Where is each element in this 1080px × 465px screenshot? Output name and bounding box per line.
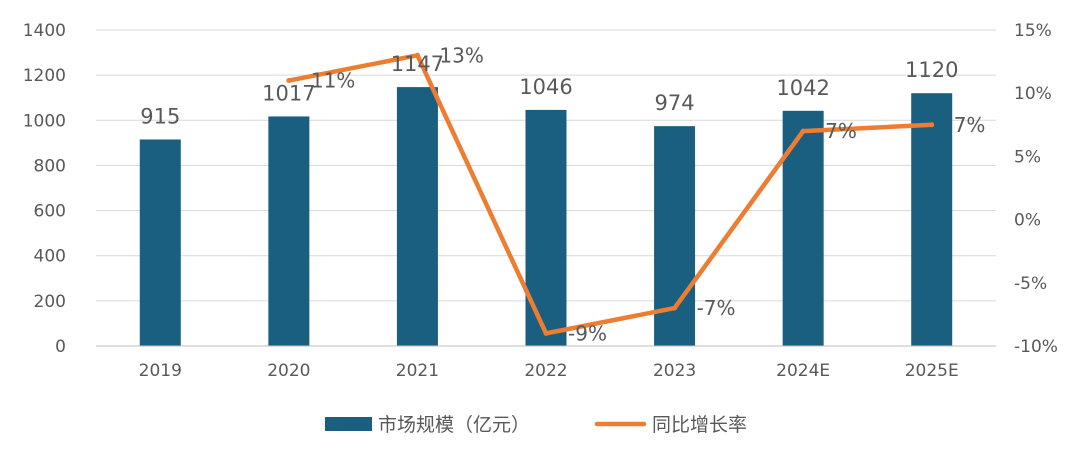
x-tick-label: 2020 (267, 361, 310, 381)
y-right-tick-label: 10% (1014, 84, 1052, 104)
data-labels: 915 1017 1147 1046 974 1042 1120 11% 13% -9% -7% 7%… (140, 43, 985, 345)
y-left-tick-label: 600 (34, 202, 66, 222)
line-series (286, 52, 935, 336)
y-left-tick-label: 200 (34, 292, 66, 312)
line-data-label: 13% (439, 43, 483, 67)
bar-data-label: 1120 (905, 58, 958, 82)
axes: 0 200 400 600 800 1000 1200 1400 -10% -5% 0% 5% 10% 1… (23, 21, 1058, 381)
legend-swatch-bar (325, 417, 372, 431)
line-data-label: 7% (954, 113, 986, 137)
y-right-tick-label: -10% (1014, 337, 1058, 357)
bar (525, 109, 567, 346)
y-left-tick-label: 1000 (23, 111, 66, 131)
line-point (800, 128, 806, 134)
bar-data-label: 1147 (391, 52, 444, 76)
y-right-tick-label: 5% (1014, 147, 1041, 167)
legend: 市场规模（亿元） 同比增长率 (325, 414, 747, 436)
x-tick-label: 2024E (776, 361, 830, 381)
line-data-label: 7% (825, 119, 857, 143)
y-left-tick-label: 800 (34, 156, 66, 176)
bar-series (139, 87, 953, 346)
x-tick-label: 2023 (653, 361, 696, 381)
legend-label-bar: 市场规模（亿元） (378, 414, 530, 436)
x-tick-label: 2022 (524, 361, 567, 381)
line-data-label: -9% (568, 321, 607, 345)
x-tick-label: 2021 (396, 361, 439, 381)
x-tick-label: 2025E (905, 361, 959, 381)
bar-data-label: 974 (655, 91, 695, 115)
y-left-tick-label: 1200 (23, 66, 66, 86)
bar (396, 87, 438, 346)
y-right-tick-label: 0% (1014, 211, 1041, 231)
bar (911, 93, 953, 346)
bar (139, 139, 181, 346)
bar-data-label: 1017 (262, 81, 315, 105)
line-point (414, 52, 420, 58)
growth-rate-line (286, 53, 934, 336)
bar (782, 110, 824, 346)
bar-data-label: 1042 (776, 76, 829, 100)
line-point (286, 78, 292, 84)
line-point (672, 305, 678, 311)
y-left-tick-label: 0 (55, 337, 66, 357)
y-left-tick-label: 400 (34, 247, 66, 267)
y-right-tick-label: -5% (1014, 274, 1047, 294)
line-data-label: -7% (697, 296, 736, 320)
line-point (929, 122, 935, 128)
x-tick-label: 2019 (139, 361, 182, 381)
line-point (543, 330, 549, 336)
bar-data-label: 1046 (519, 75, 572, 99)
legend-label-line: 同比增长率 (652, 414, 747, 436)
line-data-label: 11% (311, 69, 355, 93)
bar-data-label: 915 (140, 104, 180, 128)
y-left-tick-label: 1400 (23, 21, 66, 41)
y-right-tick-label: 15% (1014, 21, 1052, 41)
bar (268, 116, 310, 346)
